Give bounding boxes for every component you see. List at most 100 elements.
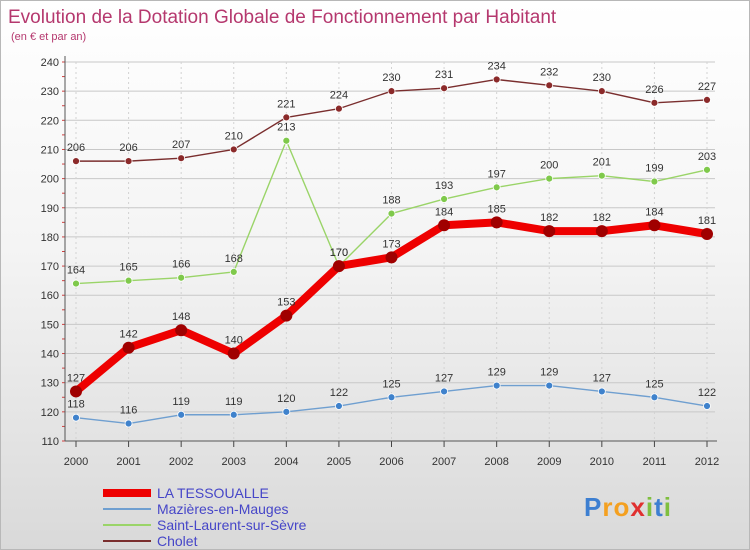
data-label-la-tessoualle: 170 xyxy=(330,247,348,259)
data-point-mazieres-en-mauges xyxy=(124,419,133,428)
x-tick-label: 2002 xyxy=(169,456,193,468)
data-point-mazieres-en-mauges xyxy=(650,393,659,402)
data-point-la-tessoualle xyxy=(543,225,556,238)
logo-letter: t xyxy=(654,492,664,522)
data-point-mazieres-en-mauges xyxy=(177,410,186,419)
data-point-la-tessoualle xyxy=(122,341,135,354)
y-tick-label: 110 xyxy=(41,436,59,448)
data-point-cholet xyxy=(335,104,343,113)
data-label-cholet: 221 xyxy=(277,98,295,110)
y-tick-label: 150 xyxy=(41,319,59,331)
data-label-saint-laurent-sur-sevre: 188 xyxy=(382,195,400,207)
data-point-la-tessoualle xyxy=(490,216,503,229)
data-label-la-tessoualle: 181 xyxy=(698,215,716,227)
data-label-cholet: 227 xyxy=(698,81,716,93)
data-point-cholet xyxy=(124,157,133,166)
data-point-saint-laurent-sur-sevre xyxy=(440,195,448,203)
logo-letter: o xyxy=(613,492,630,522)
y-tick-label: 140 xyxy=(41,349,59,361)
data-label-saint-laurent-sur-sevre: 168 xyxy=(225,253,243,265)
legend-label-saint-laurent-sur-sevre: Saint-Laurent-sur-Sèvre xyxy=(157,517,307,533)
data-point-cholet xyxy=(703,96,711,104)
chart-subtitle: (en € et par an) xyxy=(11,31,86,43)
data-label-saint-laurent-sur-sevre: 213 xyxy=(277,122,295,134)
data-label-saint-laurent-sur-sevre: 193 xyxy=(435,180,453,192)
y-tick-label: 120 xyxy=(41,407,59,419)
x-tick-label: 2010 xyxy=(590,456,614,468)
data-label-cholet: 226 xyxy=(645,84,663,96)
data-label-mazieres-en-mauges: 119 xyxy=(172,396,190,408)
x-tick-label: 2012 xyxy=(695,456,719,468)
data-label-la-tessoualle: 127 xyxy=(67,372,85,384)
data-label-cholet: 210 xyxy=(225,130,243,142)
data-label-cholet: 232 xyxy=(540,66,558,78)
proxiti-logo: Proxiti xyxy=(584,492,672,522)
data-label-saint-laurent-sur-sevre: 201 xyxy=(593,157,611,169)
data-point-saint-laurent-sur-sevre xyxy=(124,276,133,285)
logo-letter: i xyxy=(646,492,654,522)
data-point-mazieres-en-mauges xyxy=(492,381,501,390)
data-point-mazieres-en-mauges xyxy=(545,381,554,390)
data-label-layer: 206 206 207 210 221 224 230 231 234 232 230 226 227 1… xyxy=(67,60,716,416)
x-tick-label: 2000 xyxy=(64,456,88,468)
data-point-cholet xyxy=(440,84,448,93)
legend-label-la-tessoualle: LA TESSOUALLE xyxy=(157,485,269,501)
data-label-cholet: 206 xyxy=(119,142,137,154)
data-point-cholet xyxy=(597,87,606,96)
data-label-saint-laurent-sur-sevre: 200 xyxy=(540,160,558,172)
data-point-la-tessoualle xyxy=(595,225,608,238)
data-label-la-tessoualle: 184 xyxy=(645,206,663,218)
data-label-saint-laurent-sur-sevre: 164 xyxy=(67,265,85,277)
y-tick-label: 190 xyxy=(41,203,59,215)
data-label-mazieres-en-mauges: 127 xyxy=(435,372,453,384)
data-label-la-tessoualle: 185 xyxy=(487,203,505,215)
data-label-la-tessoualle: 140 xyxy=(225,335,243,347)
data-label-cholet: 234 xyxy=(487,60,505,72)
y-tick-label: 230 xyxy=(41,86,59,98)
data-label-mazieres-en-mauges: 125 xyxy=(382,378,400,390)
data-label-mazieres-en-mauges: 129 xyxy=(540,367,558,379)
data-point-cholet xyxy=(650,98,659,107)
x-tick-label: 2011 xyxy=(643,456,667,468)
data-point-saint-laurent-sur-sevre xyxy=(650,177,659,186)
data-label-saint-laurent-sur-sevre: 197 xyxy=(487,168,505,180)
data-label-cholet: 230 xyxy=(593,72,611,84)
y-tick-label: 160 xyxy=(41,290,59,302)
data-point-la-tessoualle xyxy=(175,324,188,337)
data-label-mazieres-en-mauges: 127 xyxy=(593,372,611,384)
x-tick-label: 2005 xyxy=(327,456,351,468)
y-tick-label: 210 xyxy=(41,144,59,156)
legend: LA TESSOUALLEMazières-en-MaugesSaint-Lau… xyxy=(103,485,307,549)
data-label-mazieres-en-mauges: 122 xyxy=(330,387,348,399)
data-label-mazieres-en-mauges: 122 xyxy=(698,387,716,399)
data-point-la-tessoualle xyxy=(438,219,451,232)
data-point-mazieres-en-mauges xyxy=(387,393,396,402)
data-label-la-tessoualle: 148 xyxy=(172,311,190,323)
series-layer xyxy=(70,75,713,428)
data-label-mazieres-en-mauges: 119 xyxy=(225,396,243,408)
data-point-mazieres-en-mauges xyxy=(440,387,448,396)
x-tick-label: 2004 xyxy=(274,456,298,468)
data-point-mazieres-en-mauges xyxy=(335,402,343,410)
data-point-la-tessoualle xyxy=(70,385,82,398)
data-point-saint-laurent-sur-sevre xyxy=(492,183,501,192)
data-label-mazieres-en-mauges: 116 xyxy=(120,405,138,417)
data-point-mazieres-en-mauges xyxy=(597,387,606,396)
data-point-la-tessoualle xyxy=(385,251,398,264)
data-point-la-tessoualle xyxy=(648,219,661,232)
axis-layer: 1101201301401501601701801902002102202302… xyxy=(41,56,719,468)
logo-letter: P xyxy=(584,492,602,522)
legend-label-cholet: Cholet xyxy=(157,533,198,549)
y-tick-label: 220 xyxy=(41,115,59,127)
data-point-cholet xyxy=(229,145,238,154)
data-point-la-tessoualle xyxy=(701,228,713,241)
data-label-la-tessoualle: 173 xyxy=(382,238,400,250)
x-tick-label: 2003 xyxy=(222,456,246,468)
x-tick-label: 2009 xyxy=(537,456,561,468)
data-point-cholet xyxy=(282,113,291,122)
data-label-cholet: 231 xyxy=(435,69,453,81)
legend-label-mazieres-en-mauges: Mazières-en-Mauges xyxy=(157,501,289,517)
data-label-cholet: 224 xyxy=(330,90,348,102)
